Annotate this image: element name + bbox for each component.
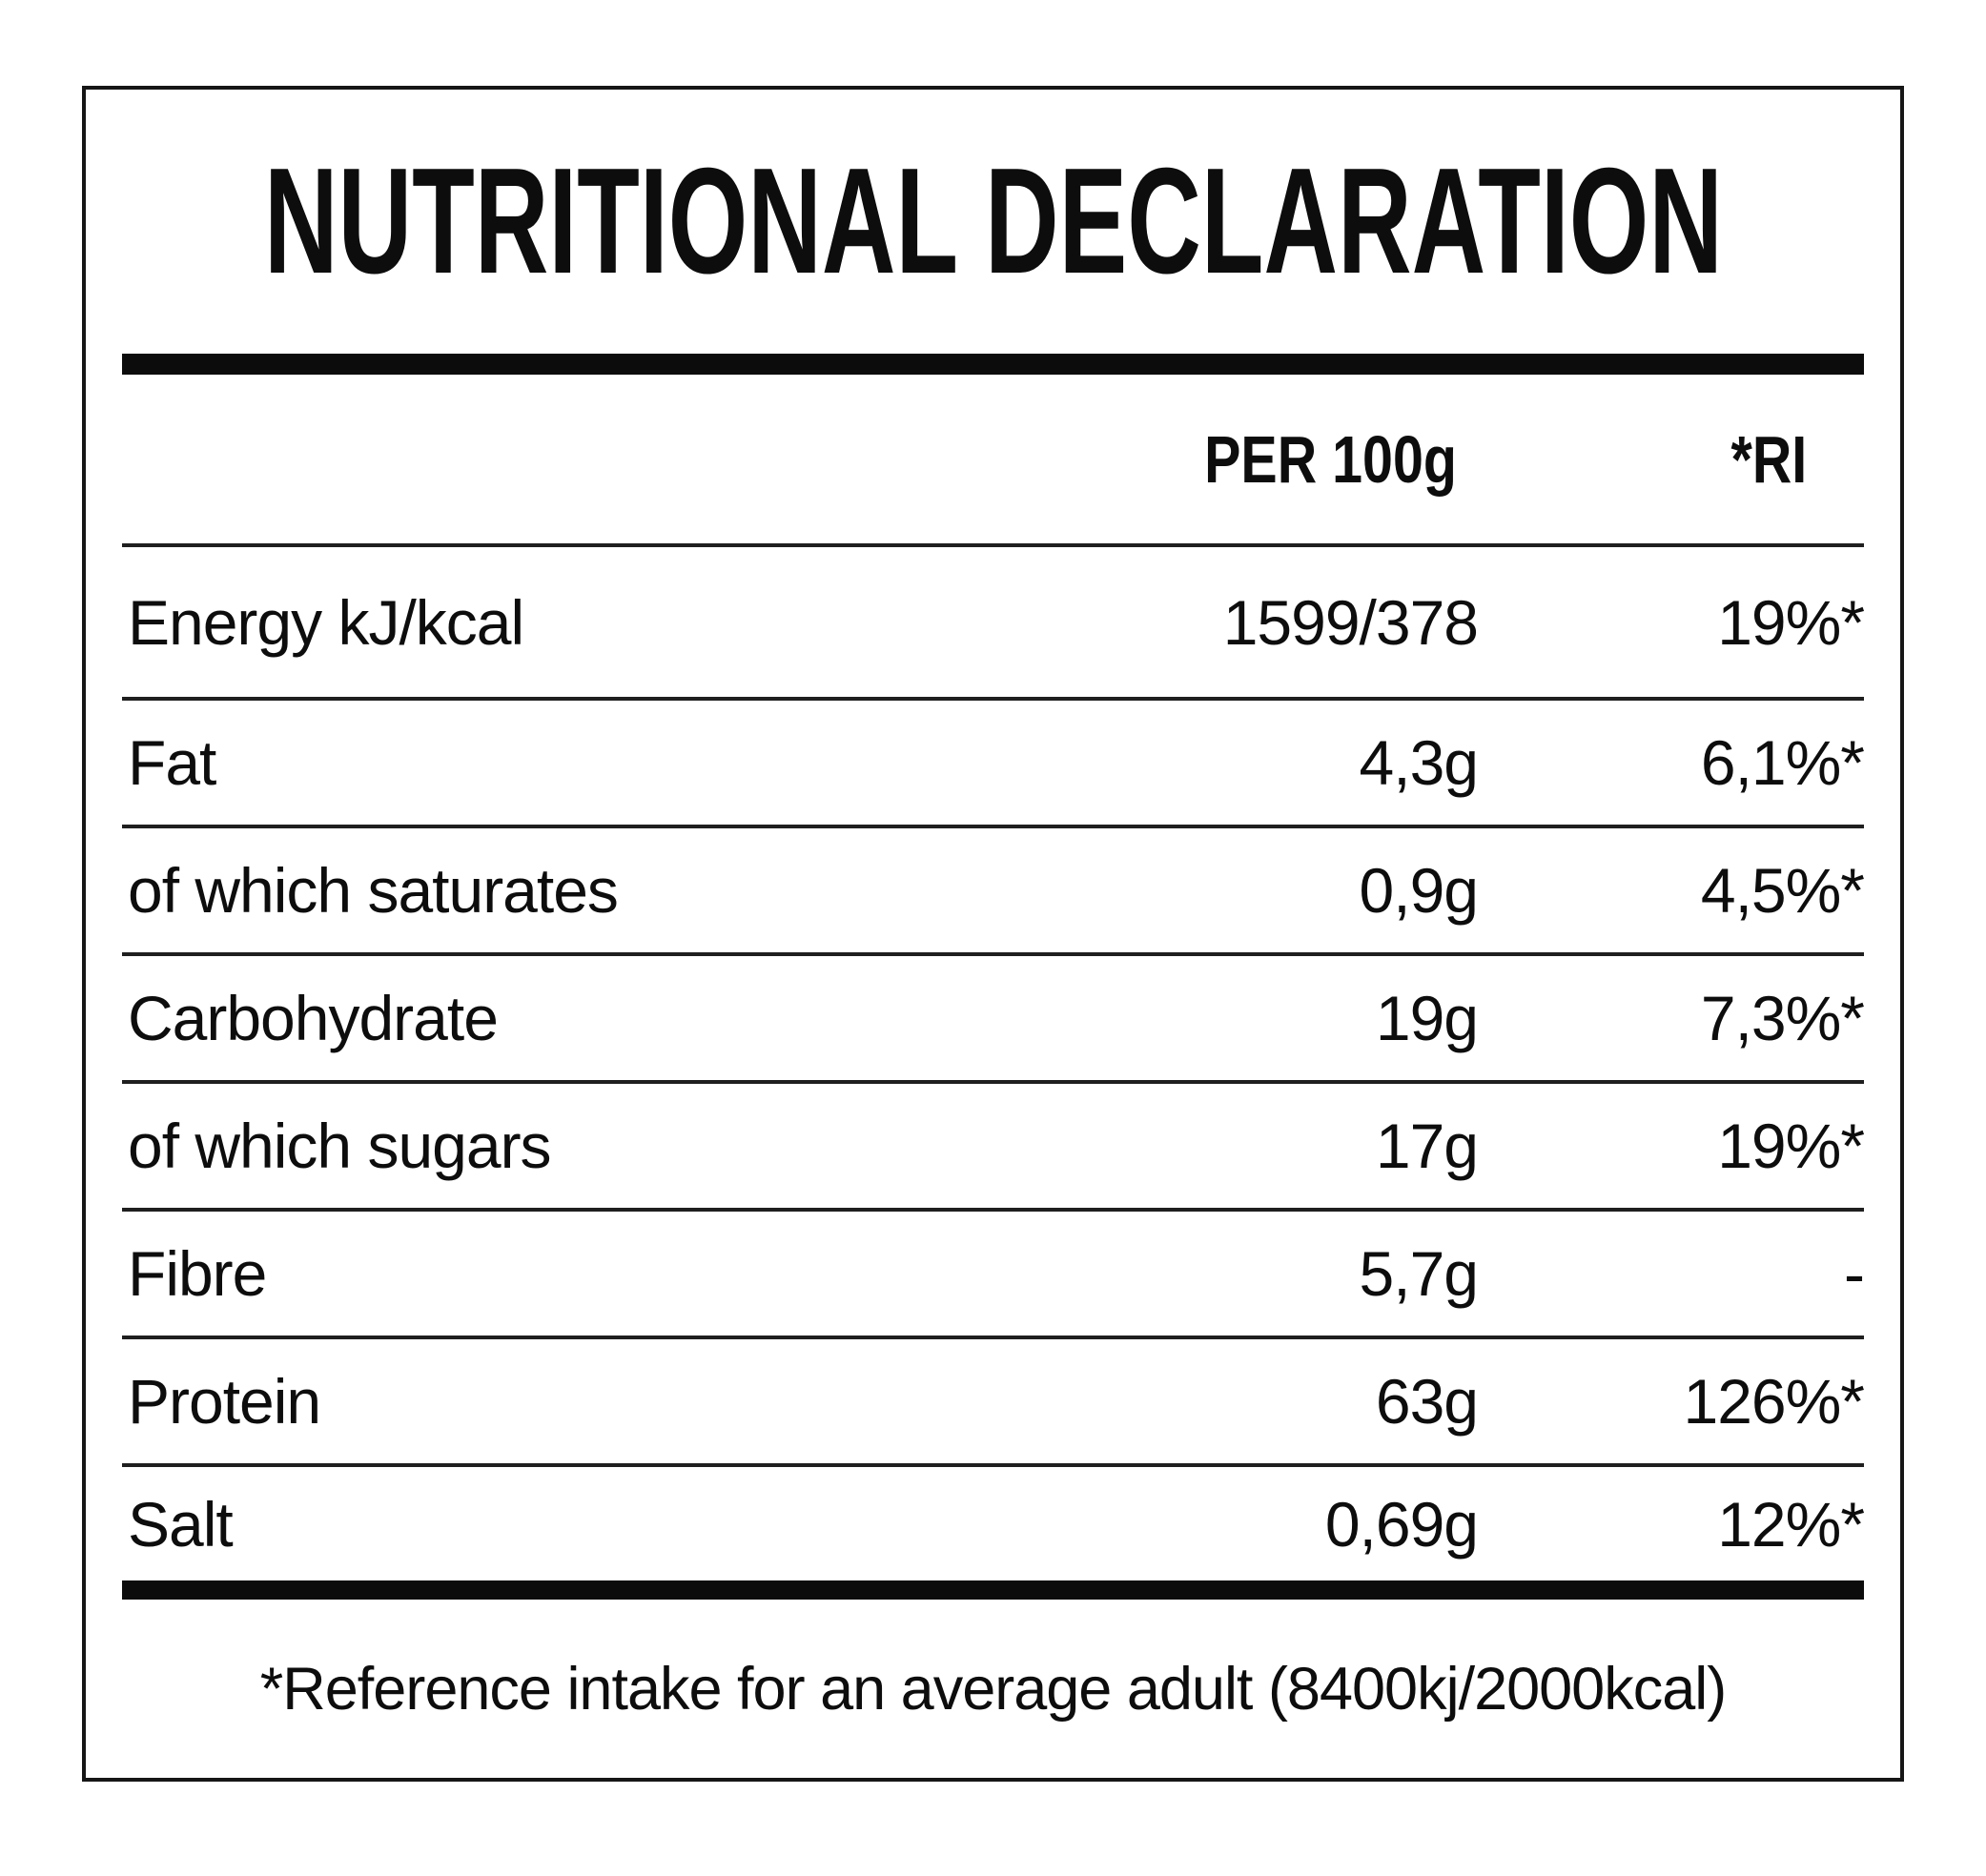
row-label: Carbohydrate — [128, 983, 499, 1053]
row-value-ri: 19%* — [1717, 1111, 1865, 1181]
row-value-per-100g: 0,69g — [1324, 1488, 1479, 1560]
column-header-ri: *RI — [1730, 421, 1807, 497]
table-row: Fibre 5,7g - — [122, 1208, 1865, 1336]
nutrition-label-panel: NUTRITIONAL DECLARATION PER 100g *RI Ene… — [82, 86, 1904, 1782]
row-value-ri: - — [1844, 1238, 1865, 1309]
table-row: Fat 4,3g 6,1%* — [122, 697, 1865, 825]
column-header-per-100g: PER 100g — [1204, 421, 1457, 497]
row-value-per-100g: 1599/378 — [1222, 586, 1479, 658]
table-row: Protein 63g 126%* — [122, 1336, 1866, 1463]
table-row: Energy kJ/kcal 1599/378 19%* — [122, 543, 1865, 697]
row-value-per-100g: 4,3g — [1359, 727, 1479, 798]
row-value-ri: 7,3%* — [1700, 983, 1865, 1053]
row-value-per-100g: 5,7g — [1359, 1238, 1479, 1309]
row-value-per-100g: 19g — [1375, 983, 1479, 1053]
row-label: Protein — [128, 1366, 321, 1437]
nutrition-rows: Energy kJ/kcal 1599/378 19%* Fat 4,3g 6,… — [122, 543, 1866, 1580]
row-value-ri: 4,5%* — [1700, 855, 1865, 926]
divider-thick-bottom — [122, 1580, 1864, 1600]
page-title: NUTRITIONAL DECLARATION — [263, 137, 1723, 305]
footnote-row: *Reference intake for an average adult (… — [86, 1600, 1900, 1778]
row-value-ri: 126%* — [1683, 1366, 1866, 1437]
row-value-ri: 12%* — [1717, 1488, 1865, 1560]
table-header-row: PER 100g *RI — [122, 375, 1864, 543]
table-row: of which saturates 0,9g 4,5%* — [122, 825, 1865, 952]
row-value-per-100g: 63g — [1375, 1366, 1479, 1437]
row-value-per-100g: 17g — [1375, 1111, 1479, 1181]
row-label: Fat — [128, 727, 216, 798]
row-label: Salt — [128, 1488, 234, 1560]
divider-thick-top — [122, 354, 1864, 375]
row-label: Fibre — [128, 1238, 267, 1309]
table-row: Salt 0,69g 12%* — [122, 1463, 1865, 1580]
row-label: of which sugars — [128, 1111, 552, 1181]
table-row: Carbohydrate 19g 7,3%* — [122, 952, 1865, 1080]
row-value-ri: 6,1%* — [1700, 727, 1865, 798]
nutrition-table: PER 100g *RI Energy kJ/kcal 1599/378 19%… — [122, 375, 1866, 1580]
table-row: of which sugars 17g 19%* — [122, 1080, 1865, 1208]
row-value-ri: 19%* — [1717, 586, 1865, 658]
row-label: of which saturates — [128, 855, 619, 926]
row-value-per-100g: 0,9g — [1359, 855, 1479, 926]
row-label: Energy kJ/kcal — [128, 586, 524, 658]
title-row: NUTRITIONAL DECLARATION — [86, 126, 1900, 316]
reference-intake-footnote: *Reference intake for an average adult (… — [259, 1655, 1727, 1723]
